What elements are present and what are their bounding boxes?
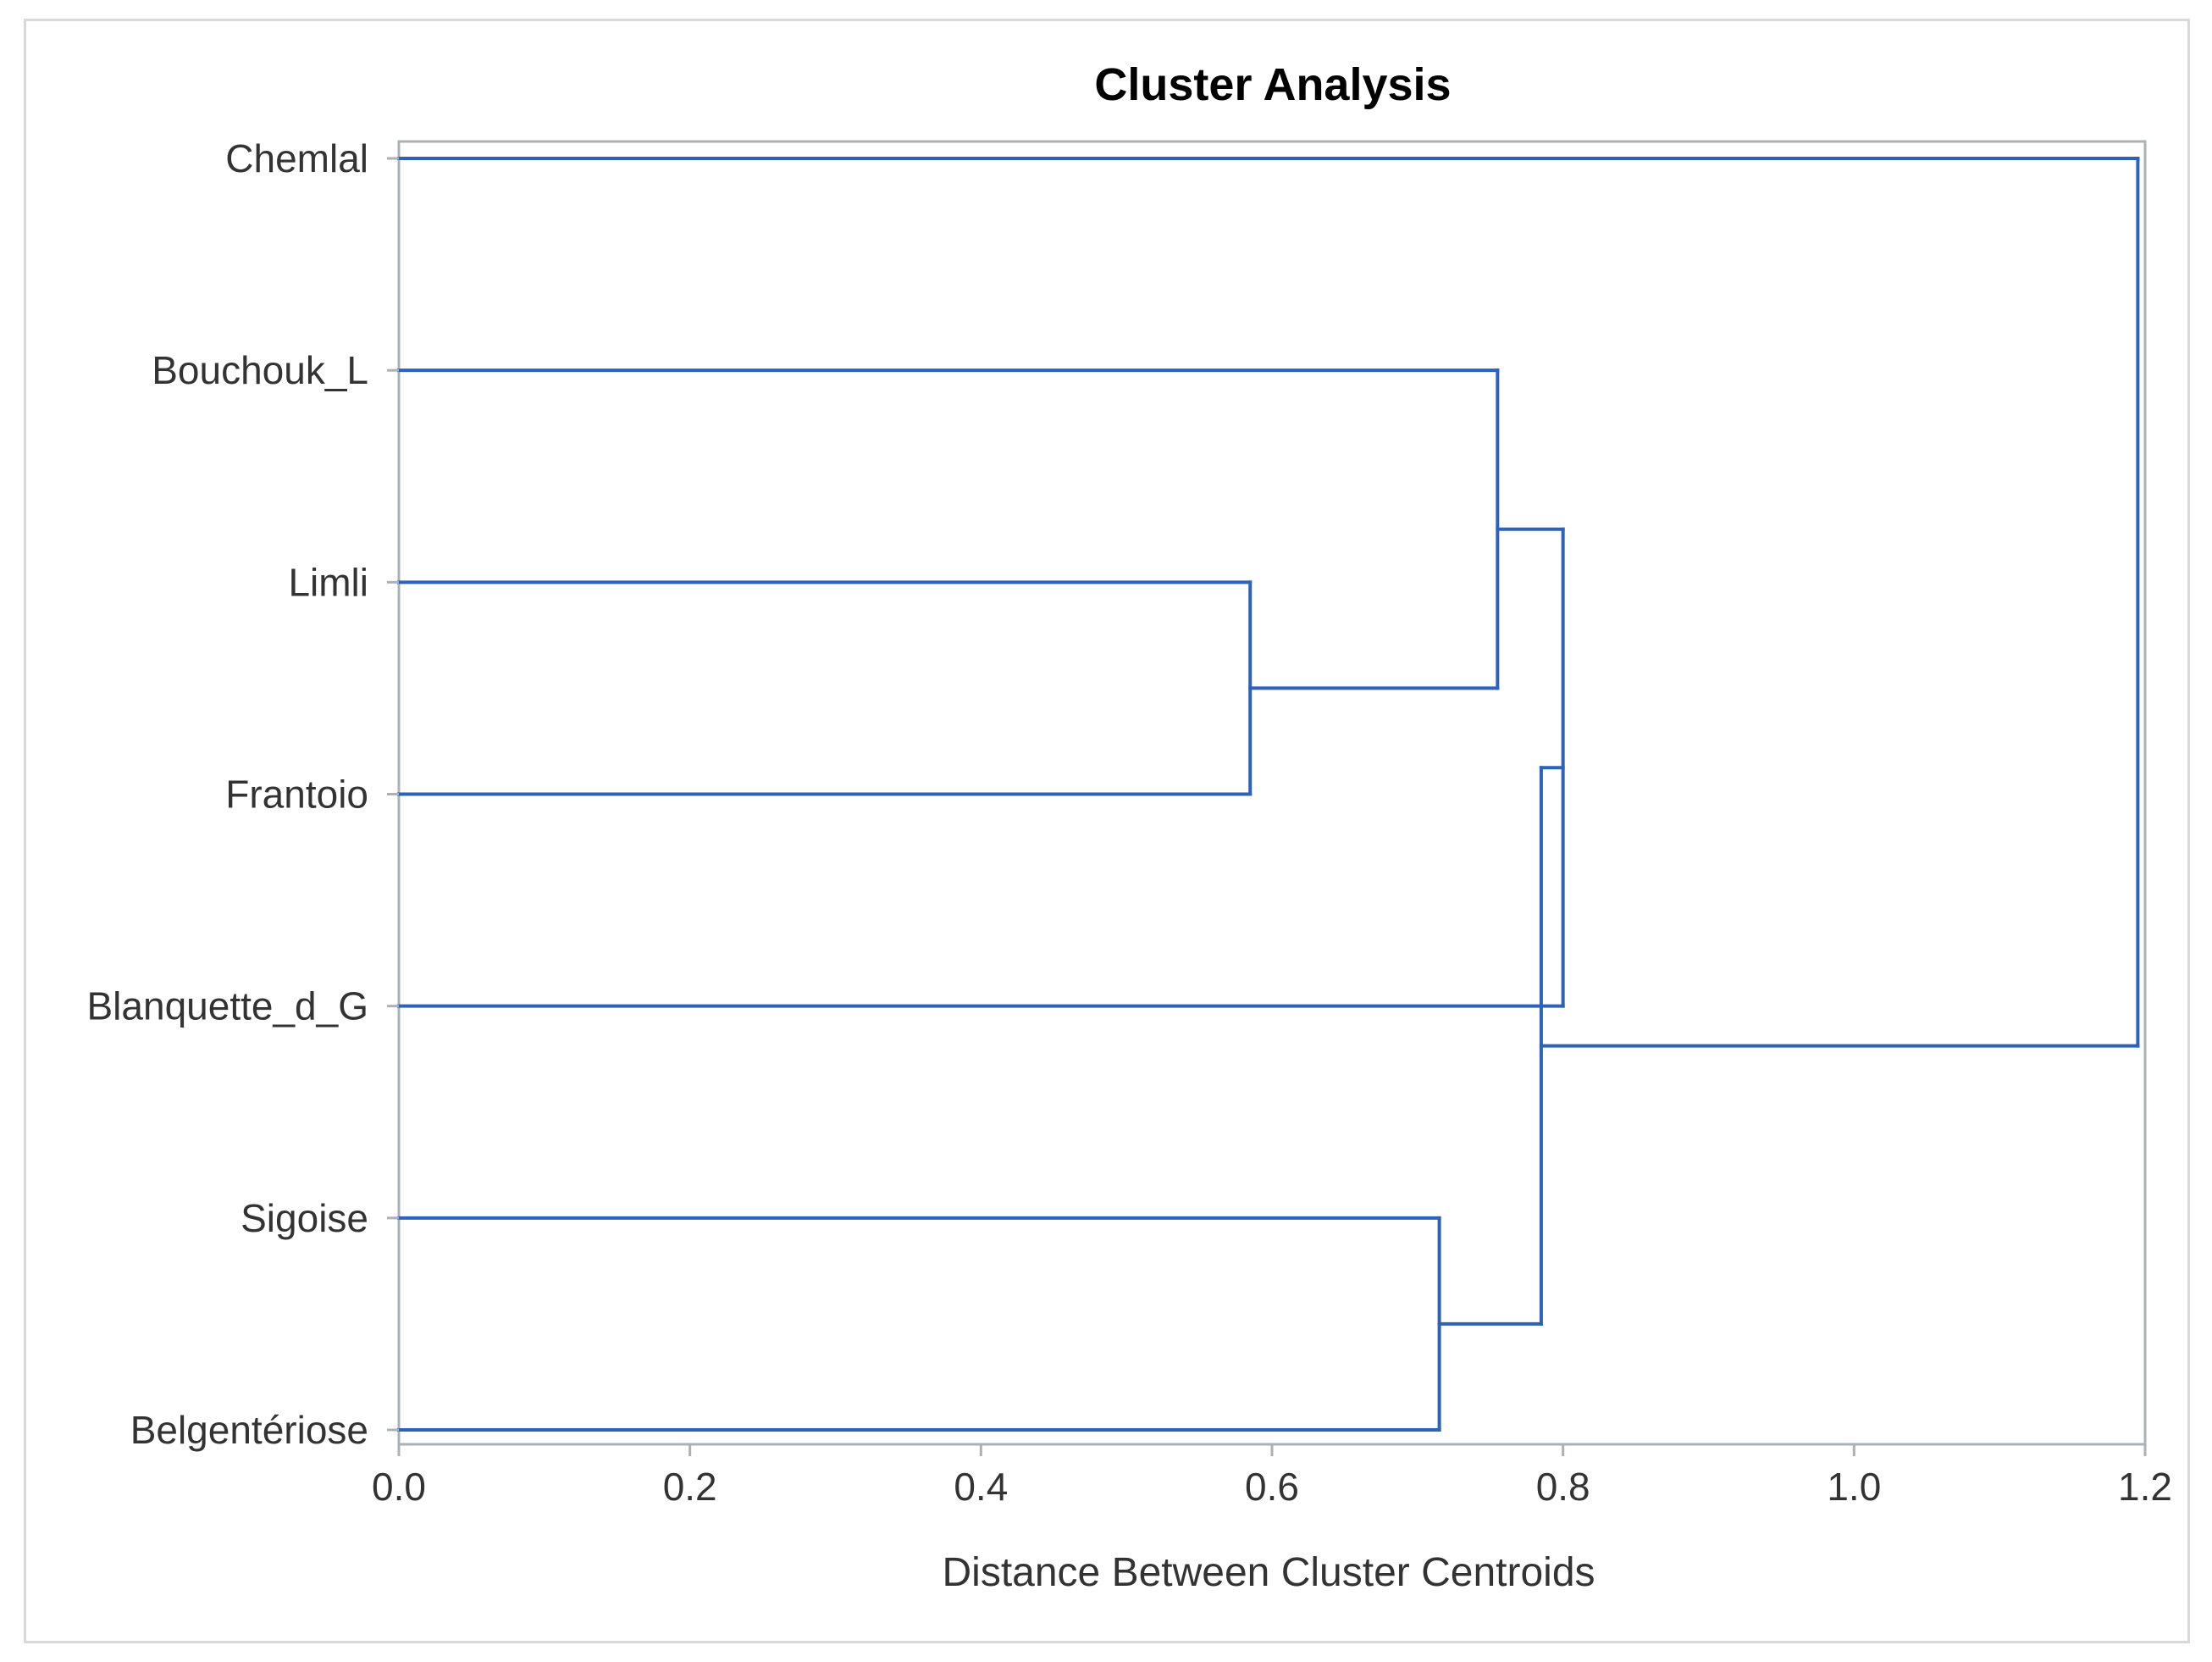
x-tick-label: 0.6	[1245, 1465, 1299, 1509]
x-tick-label: 1.2	[2118, 1465, 2172, 1509]
y-tick-label: Belgentériose	[130, 1408, 368, 1452]
x-tick-label: 1.0	[1827, 1465, 1881, 1509]
y-tick-label: Chemlal	[225, 136, 368, 180]
chart-title: Cluster Analysis	[1094, 59, 1451, 110]
x-tick-label: 0.8	[1536, 1465, 1590, 1509]
x-tick-label: 0.2	[663, 1465, 717, 1509]
x-axis: 0.0 0.2 0.4 0.6 0.8 1.0 1.2	[372, 1444, 2172, 1509]
y-axis: Chemlal Bouchouk_L Limli Frantoio Blanquette…	[87, 136, 399, 1452]
x-tick-label: 0.4	[954, 1465, 1008, 1509]
y-tick-label: Frantoio	[225, 773, 368, 817]
x-tick-label: 0.0	[372, 1465, 426, 1509]
chart-outer-frame	[24, 19, 2190, 1643]
y-tick-label: Sigoise	[241, 1196, 368, 1240]
x-axis-title: Distance Between Cluster Centroids	[942, 1550, 1595, 1595]
y-tick-label: Bouchouk_L	[152, 348, 368, 392]
y-tick-label: Blanquette_d_G	[87, 984, 369, 1028]
y-tick-label: Limli	[288, 560, 368, 604]
dendrogram-links	[397, 157, 2140, 1432]
